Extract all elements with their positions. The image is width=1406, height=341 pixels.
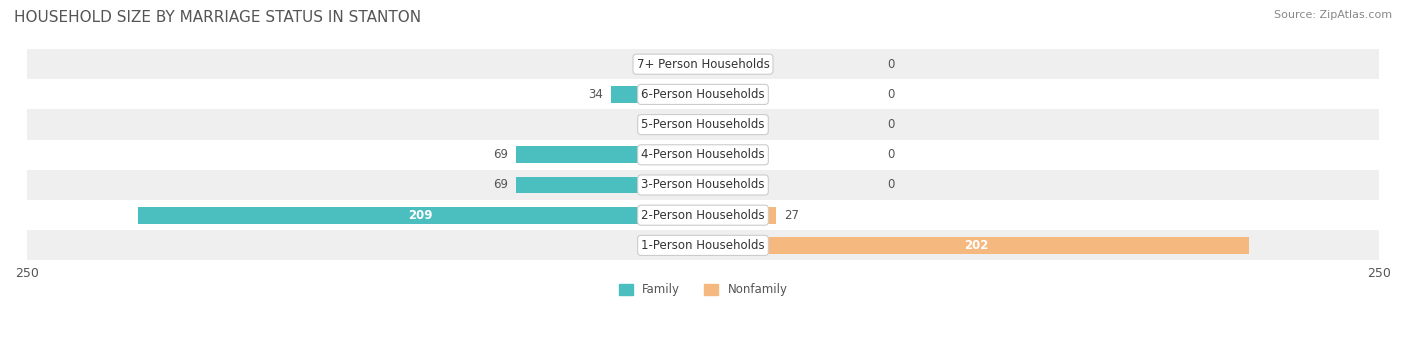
Text: 69: 69 xyxy=(494,178,509,192)
Text: 34: 34 xyxy=(588,88,603,101)
Bar xyxy=(27,49,1379,79)
Text: 14: 14 xyxy=(643,118,657,131)
Text: 209: 209 xyxy=(408,209,433,222)
Text: 202: 202 xyxy=(965,239,988,252)
Text: 27: 27 xyxy=(785,209,799,222)
Text: 3-Person Households: 3-Person Households xyxy=(641,178,765,192)
Bar xyxy=(697,56,703,73)
Text: 0: 0 xyxy=(887,88,894,101)
Text: 6-Person Households: 6-Person Households xyxy=(641,88,765,101)
Text: 2: 2 xyxy=(682,58,689,71)
Text: 1-Person Households: 1-Person Households xyxy=(641,239,765,252)
Bar xyxy=(27,109,1379,140)
Bar xyxy=(612,86,703,103)
Bar xyxy=(138,207,703,223)
Text: HOUSEHOLD SIZE BY MARRIAGE STATUS IN STANTON: HOUSEHOLD SIZE BY MARRIAGE STATUS IN STA… xyxy=(14,10,422,25)
Legend: Family, Nonfamily: Family, Nonfamily xyxy=(614,279,792,301)
Bar xyxy=(27,79,1379,109)
Text: 0: 0 xyxy=(887,118,894,131)
Bar xyxy=(27,200,1379,230)
Bar xyxy=(516,147,703,163)
Text: 69: 69 xyxy=(494,148,509,161)
Bar xyxy=(516,177,703,193)
Text: 7+ Person Households: 7+ Person Households xyxy=(637,58,769,71)
Bar xyxy=(703,237,1250,254)
Text: 0: 0 xyxy=(887,148,894,161)
Bar xyxy=(27,140,1379,170)
Bar xyxy=(665,116,703,133)
Text: Source: ZipAtlas.com: Source: ZipAtlas.com xyxy=(1274,10,1392,20)
Bar xyxy=(27,170,1379,200)
Bar xyxy=(703,207,776,223)
Text: 5-Person Households: 5-Person Households xyxy=(641,118,765,131)
Text: 0: 0 xyxy=(887,178,894,192)
Bar xyxy=(27,230,1379,261)
Text: 2-Person Households: 2-Person Households xyxy=(641,209,765,222)
Text: 4-Person Households: 4-Person Households xyxy=(641,148,765,161)
Text: 0: 0 xyxy=(887,58,894,71)
